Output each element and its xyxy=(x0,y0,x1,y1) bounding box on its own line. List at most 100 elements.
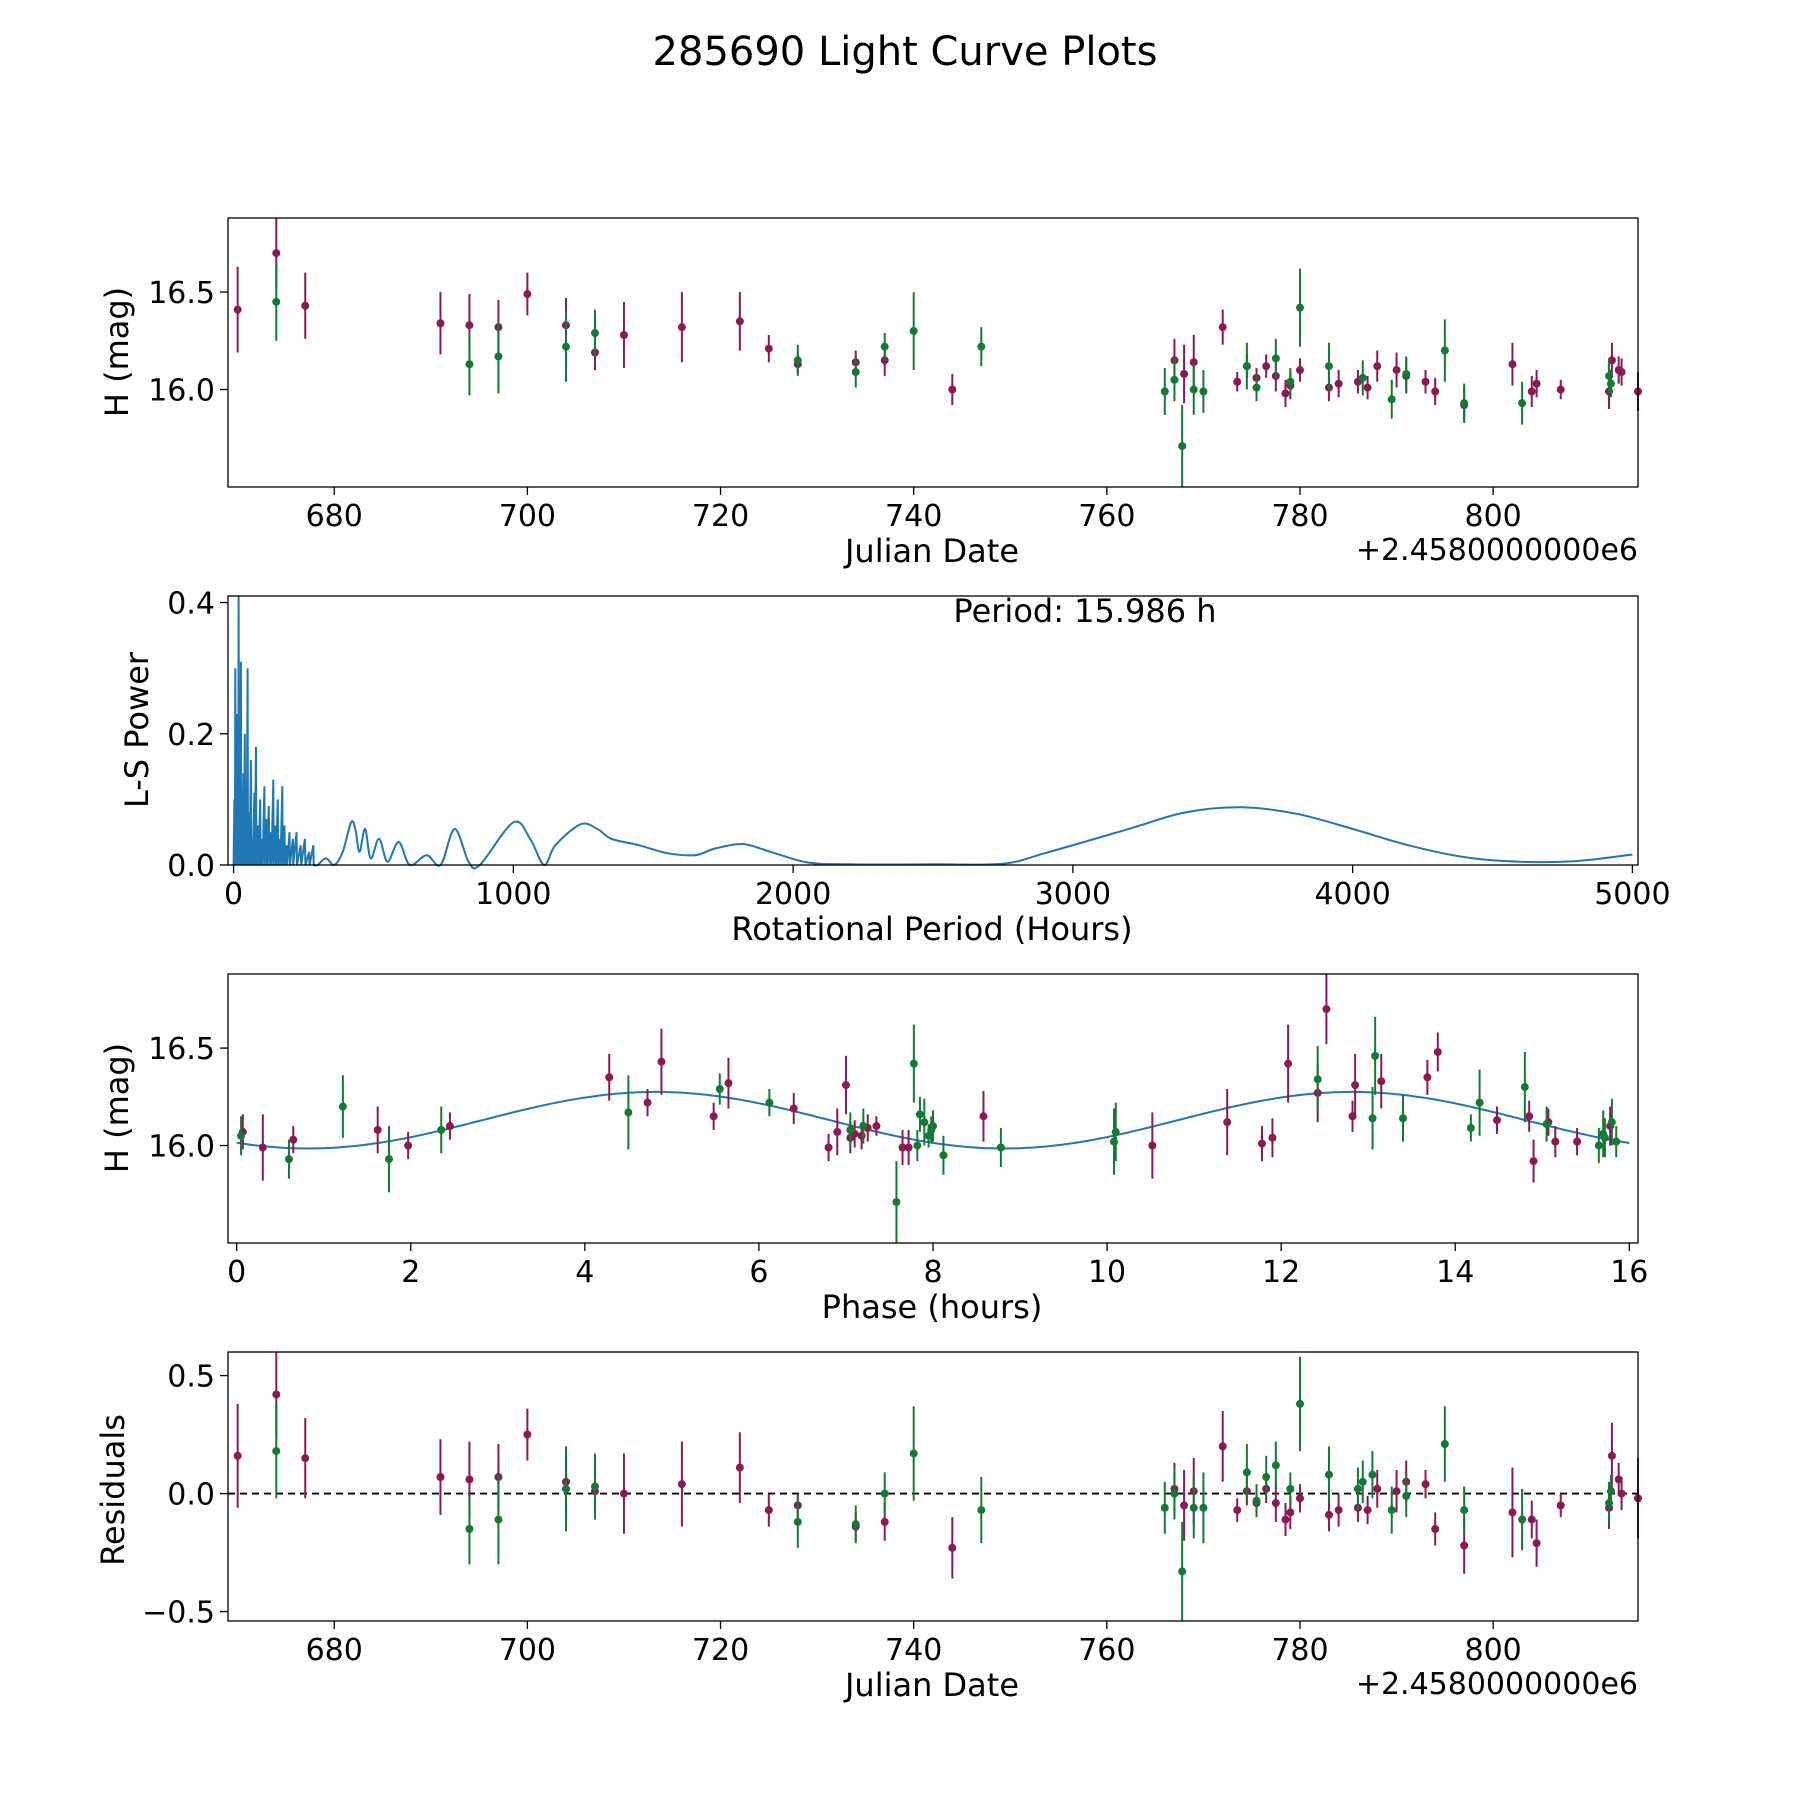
residuals-xtick-label: 780 xyxy=(1271,1633,1328,1668)
phasefold-green-point xyxy=(1371,1051,1380,1060)
phasefold-green-point xyxy=(913,1141,922,1150)
phasefold-red-point xyxy=(1268,1133,1277,1142)
residuals-red-point xyxy=(1508,1508,1517,1517)
lightcurve-xtick-label: 680 xyxy=(306,499,363,534)
residuals-red-point xyxy=(1363,1506,1372,1515)
phasefold-ylabel: H (mag) xyxy=(98,1043,136,1173)
residuals-green-point xyxy=(909,1449,918,1458)
residuals-red-point xyxy=(1334,1506,1343,1515)
lightcurve-red-point xyxy=(1281,389,1290,398)
residuals-red-point xyxy=(1527,1515,1536,1524)
phasefold-green-point xyxy=(284,1155,293,1164)
lightcurve-ylabel: H (mag) xyxy=(98,287,136,417)
residuals-red-point xyxy=(677,1480,686,1489)
phasefold-ticks: 0 2 4 6 8 10 12 14 16 16.0 16.5 xyxy=(148,1032,1648,1290)
residuals-green-point xyxy=(1518,1515,1527,1524)
residuals-green-point xyxy=(1606,1487,1615,1496)
periodogram-xtick-label: 2000 xyxy=(755,877,831,912)
phasefold-red-point xyxy=(1223,1118,1232,1127)
lightcurve-ticks: 680 700 720 740 760 780 800 16.0 16.5 xyxy=(148,276,1522,534)
residuals-ylabel: Residuals xyxy=(94,1414,132,1566)
residuals-red-point xyxy=(523,1430,532,1439)
periodogram-ytick-label: 0.2 xyxy=(167,718,215,753)
lightcurve-green-point xyxy=(1178,442,1187,451)
period-annotation: Period: 15.986 h xyxy=(953,592,1216,630)
residuals-green-point xyxy=(1189,1503,1198,1512)
lightcurve-red-point xyxy=(948,385,957,394)
periodogram-ylabel: L-S Power xyxy=(118,651,156,808)
lightcurve-panel: 680 700 720 740 760 780 800 16.0 16.5 Julian Dat… xyxy=(98,217,1642,570)
periodogram-xtick-label: 4000 xyxy=(1314,877,1390,912)
phasefold-red-point xyxy=(1525,1112,1534,1121)
lightcurve-green-point xyxy=(793,356,802,365)
phasefold-red-point xyxy=(904,1143,913,1152)
phasefold-xtick-label: 6 xyxy=(749,1255,768,1290)
residuals-green-point xyxy=(1440,1440,1449,1449)
phasefold-green-point xyxy=(1607,1118,1616,1127)
residuals-green-point xyxy=(1353,1484,1362,1493)
residuals-green-point xyxy=(880,1489,889,1498)
lightcurve-ytick-label: 16.0 xyxy=(148,374,215,409)
phasefold-green-point xyxy=(1368,1114,1377,1123)
lightcurve-green-point xyxy=(590,329,599,338)
phasefold-red-point xyxy=(605,1073,614,1082)
residuals-green-point xyxy=(590,1482,599,1491)
phasefold-red-point xyxy=(857,1131,866,1140)
residuals-red-point xyxy=(436,1473,445,1482)
phasefold-green-point xyxy=(920,1118,929,1127)
phasefold-xtick-label: 10 xyxy=(1088,1255,1126,1290)
lightcurve-red-point xyxy=(1295,366,1304,375)
residuals-green-point xyxy=(562,1484,571,1493)
phasefold-red-point xyxy=(643,1098,652,1107)
phasefold-green-point xyxy=(237,1131,246,1140)
lightcurve-red-point xyxy=(1527,387,1536,396)
residuals-xtick-label: 720 xyxy=(692,1633,749,1668)
phasefold-red-point xyxy=(1423,1073,1432,1082)
periodogram-curve xyxy=(313,806,1633,870)
phasefold-red-point xyxy=(289,1135,298,1144)
phasefold-green-point xyxy=(437,1125,446,1134)
lightcurve-red-point xyxy=(1556,385,1565,394)
residuals-ytick-label: −0.5 xyxy=(142,1596,215,1631)
lightcurve-green-point xyxy=(880,342,889,351)
phasefold-red-point xyxy=(841,1081,850,1090)
residuals-xlabel: Julian Date xyxy=(843,1666,1019,1704)
phasefold-xtick-label: 4 xyxy=(575,1255,594,1290)
residuals-green-point xyxy=(1178,1567,1187,1576)
residuals-red-point xyxy=(1218,1442,1227,1451)
lightcurve-red-point xyxy=(233,305,242,314)
residuals-red-point xyxy=(1281,1515,1290,1524)
residuals-green-point xyxy=(1402,1491,1411,1500)
residuals-red-point xyxy=(1286,1508,1295,1517)
phasefold-green-point xyxy=(1110,1137,1119,1146)
lightcurve-green-point xyxy=(1518,399,1527,408)
lightcurve-red-point xyxy=(1392,366,1401,375)
periodogram-frame xyxy=(227,595,1639,866)
phasefold-xtick-label: 0 xyxy=(227,1255,246,1290)
lightcurve-green-point xyxy=(1271,354,1280,363)
phasefold-fit-curve xyxy=(236,1090,1630,1150)
lightcurve-frame xyxy=(227,217,1639,488)
lightcurve-red-point xyxy=(1421,377,1430,386)
phasefold-green-point xyxy=(1542,1120,1551,1129)
residuals-green-point xyxy=(793,1517,802,1526)
phasefold-green-point xyxy=(1612,1137,1621,1146)
phasefold-red-point xyxy=(789,1104,798,1113)
residuals-xtick-label: 760 xyxy=(1078,1633,1135,1668)
residuals-ticks: 680 700 720 740 760 780 800 −0.5 0.0 0.5 xyxy=(142,1360,1522,1668)
lightcurve-red-point xyxy=(1233,377,1242,386)
lightcurve-green-point xyxy=(562,342,571,351)
lightcurve-xlabel: Julian Date xyxy=(843,532,1019,570)
phasefold-ytick-label: 16.0 xyxy=(148,1130,215,1165)
phasefold-green-point xyxy=(996,1143,1005,1152)
lightcurve-green-point xyxy=(272,297,281,306)
lightcurve-green-point xyxy=(1170,375,1179,384)
periodogram-xtick-label: 0 xyxy=(224,877,243,912)
phasefold-panel: 0 2 4 6 8 10 12 14 16 16.0 16.5 Phase (hours) H (m… xyxy=(98,973,1648,1326)
residuals-red-point xyxy=(764,1506,773,1515)
residuals-red-point xyxy=(1180,1501,1189,1510)
residuals-green-point xyxy=(1368,1470,1377,1479)
residuals-ytick-label: 0.5 xyxy=(167,1360,215,1395)
residuals-green-point xyxy=(1199,1503,1208,1512)
